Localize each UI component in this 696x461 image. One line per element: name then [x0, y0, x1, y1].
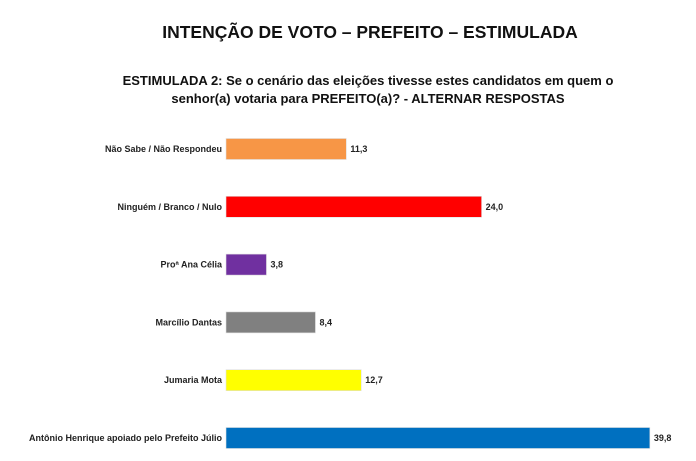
bar-0	[225, 138, 347, 160]
chart-subtitle-line-2: senhor(a) votaria para PREFEITO(a)? - AL…	[171, 91, 565, 106]
category-label: Jumaria Mota	[164, 375, 223, 385]
value-label: 12,7	[365, 375, 383, 385]
value-label: 39,8	[654, 433, 672, 443]
bar-5	[225, 427, 651, 449]
bar-2	[225, 253, 267, 276]
category-label: Ninguém / Branco / Nulo	[117, 202, 222, 212]
category-label: Antônio Henrique apoiado pelo Prefeito J…	[29, 433, 223, 443]
category-label: Marcílio Dantas	[155, 317, 222, 327]
bar-3	[225, 311, 316, 334]
value-label: 11,3	[350, 144, 367, 154]
value-label: 8,4	[319, 317, 332, 327]
bar-4	[225, 369, 362, 392]
category-label: Não Sabe / Não Respondeu	[105, 144, 222, 154]
chart-subtitle-line-1: ESTIMULADA 2: Se o cenário das eleições …	[122, 73, 614, 88]
bar-1	[225, 196, 482, 218]
category-label: Proª Ana Célia	[160, 260, 223, 270]
value-label: 24,0	[486, 202, 504, 212]
chart-title: INTENÇÃO DE VOTO – PREFEITO – ESTIMULADA	[162, 22, 578, 42]
value-label: 3,8	[270, 260, 283, 270]
